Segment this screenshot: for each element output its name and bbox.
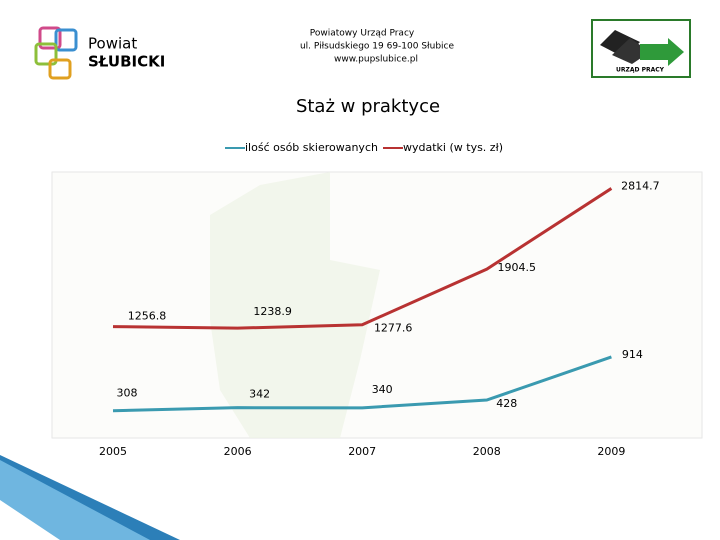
data-label: 1904.5 — [498, 261, 537, 274]
data-label: 1277.6 — [374, 322, 413, 335]
data-label: 340 — [372, 383, 393, 396]
logo-text: SŁUBICKI — [88, 53, 165, 71]
office-text: www.pupslubice.pl — [334, 55, 418, 65]
legend-label: wydatki (w tys. zł) — [403, 141, 503, 154]
data-label: 342 — [249, 388, 270, 401]
background-map — [210, 172, 380, 438]
data-label: 1256.8 — [128, 310, 167, 323]
data-label: 428 — [496, 397, 517, 410]
logo-left: Powiat SŁUBICKI — [34, 26, 165, 80]
legend-label: ilość osób skierowanych — [245, 141, 378, 154]
logo-arrow — [640, 38, 684, 66]
logo-text: Powiat — [88, 35, 137, 53]
data-label: 1238.9 — [253, 305, 292, 318]
data-label: 308 — [117, 387, 138, 400]
data-label: 914 — [622, 348, 643, 361]
decoration — [0, 460, 150, 540]
x-tick-label: 2006 — [224, 445, 252, 458]
x-tick-label: 2005 — [99, 445, 127, 458]
decoration — [0, 455, 180, 540]
logo-square — [48, 58, 72, 80]
plot-area — [51, 171, 703, 439]
data-label: 2814.7 — [621, 179, 660, 192]
x-tick-label: 2007 — [348, 445, 376, 458]
logo-text: URZĄD PRACY — [616, 67, 665, 74]
series-line — [112, 187, 613, 330]
x-tick-label: 2008 — [473, 445, 501, 458]
logo-square — [38, 26, 62, 50]
x-tick-label: 2009 — [597, 445, 625, 458]
logo-right: URZĄD PRACY — [591, 19, 691, 78]
logo-square — [54, 28, 78, 52]
chart-title: Staż w praktyce — [296, 96, 440, 117]
logo-square — [34, 42, 58, 66]
office-text: Powiatowy Urząd Pracy — [310, 29, 415, 39]
office-text: ul. Piłsudskiego 19 69-100 Słubice — [300, 42, 455, 52]
series-line — [112, 355, 612, 413]
